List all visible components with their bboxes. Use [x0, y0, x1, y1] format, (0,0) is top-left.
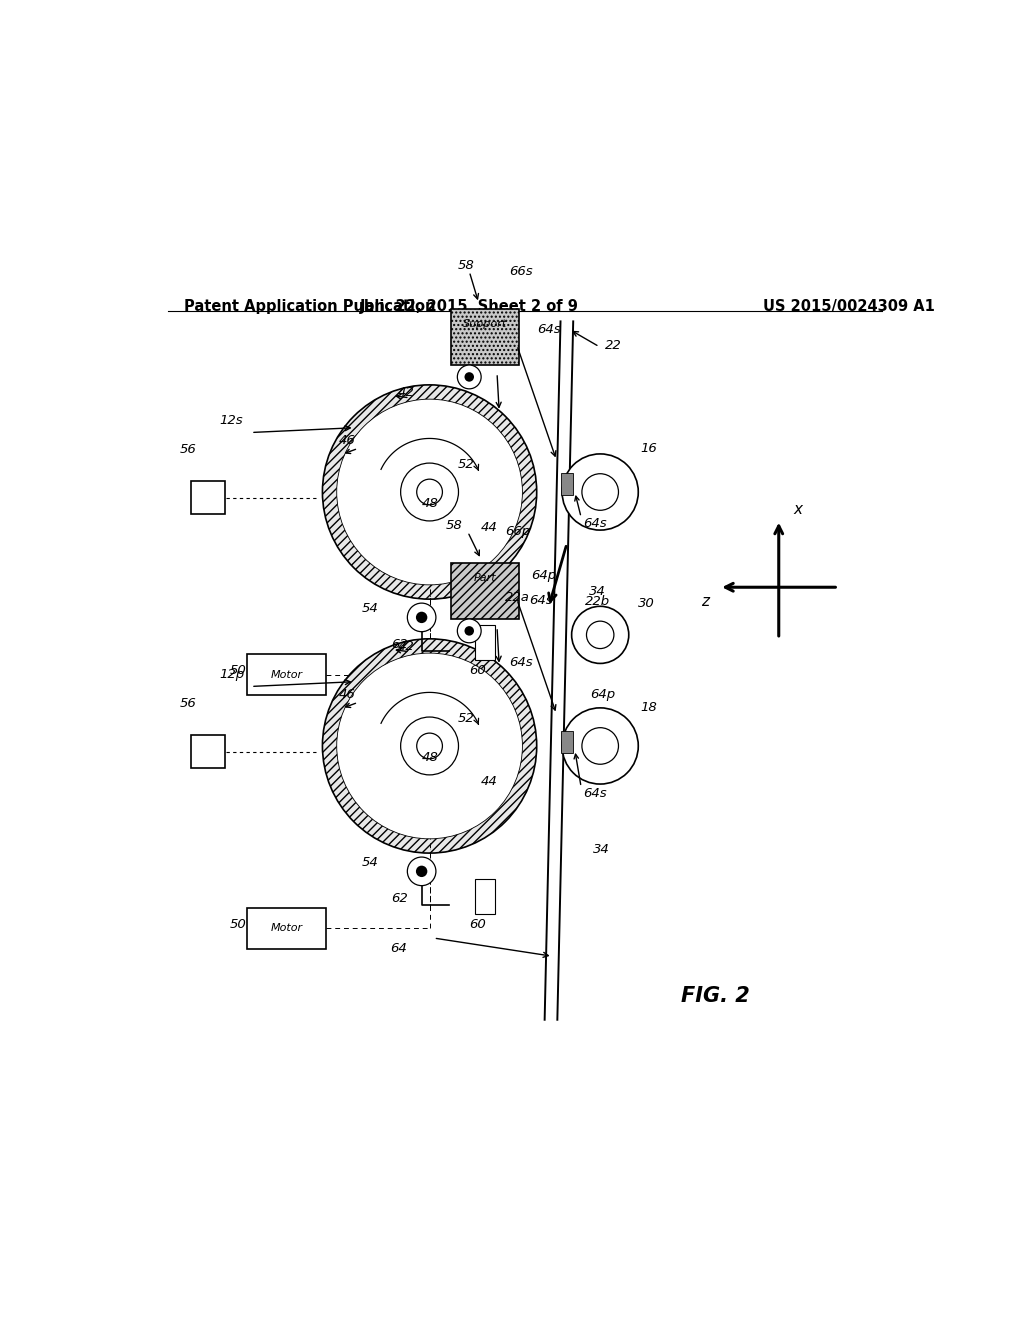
- Text: 64s: 64s: [509, 656, 532, 669]
- Text: 54: 54: [362, 602, 379, 615]
- Text: 66s: 66s: [509, 265, 532, 279]
- Circle shape: [465, 626, 474, 636]
- Text: 42: 42: [397, 640, 415, 652]
- Text: 30: 30: [638, 597, 654, 610]
- Circle shape: [337, 653, 522, 838]
- Text: 64s: 64s: [583, 787, 606, 800]
- Text: 34: 34: [593, 842, 610, 855]
- Text: 46: 46: [338, 688, 355, 701]
- Circle shape: [408, 857, 436, 886]
- Bar: [560, 731, 573, 754]
- Text: Motor: Motor: [270, 924, 303, 933]
- Text: 22a: 22a: [505, 591, 529, 605]
- Text: 16: 16: [640, 442, 656, 455]
- Text: 44: 44: [481, 521, 498, 535]
- Circle shape: [417, 733, 442, 759]
- Text: 22b: 22b: [585, 595, 610, 609]
- Text: FIG. 2: FIG. 2: [681, 986, 750, 1006]
- Text: Part: Part: [474, 573, 497, 583]
- Text: 48: 48: [422, 498, 438, 511]
- Bar: [475, 879, 496, 915]
- Text: 64s: 64s: [528, 594, 552, 607]
- Text: 50: 50: [229, 917, 247, 931]
- Text: 42: 42: [397, 385, 415, 399]
- Bar: [452, 564, 519, 619]
- Text: Motor: Motor: [270, 669, 303, 680]
- Bar: [191, 480, 225, 515]
- Text: 54: 54: [362, 857, 379, 869]
- Text: Patent Application Publication: Patent Application Publication: [183, 300, 435, 314]
- Text: 34: 34: [589, 585, 606, 598]
- Circle shape: [562, 454, 638, 531]
- Text: 58: 58: [445, 519, 462, 532]
- Text: Support: Support: [463, 319, 507, 329]
- Text: 60: 60: [469, 917, 486, 931]
- Circle shape: [587, 622, 614, 648]
- Text: 62: 62: [391, 892, 409, 904]
- Bar: [247, 653, 327, 696]
- Circle shape: [416, 611, 427, 623]
- Circle shape: [417, 479, 442, 504]
- Bar: [191, 735, 225, 768]
- Circle shape: [571, 606, 629, 664]
- Circle shape: [323, 385, 537, 599]
- Text: 64s: 64s: [537, 323, 560, 335]
- Text: 44: 44: [481, 775, 498, 788]
- Circle shape: [400, 717, 459, 775]
- Text: 58: 58: [458, 259, 474, 272]
- Text: 64p: 64p: [591, 688, 615, 701]
- Circle shape: [458, 366, 481, 389]
- Text: 64s: 64s: [583, 517, 606, 531]
- Circle shape: [323, 639, 537, 853]
- Text: Jan. 22, 2015  Sheet 2 of 9: Jan. 22, 2015 Sheet 2 of 9: [359, 300, 579, 314]
- Text: 50: 50: [229, 664, 247, 677]
- Text: 62: 62: [391, 638, 409, 651]
- Circle shape: [582, 727, 618, 764]
- Circle shape: [458, 619, 481, 643]
- Text: 18: 18: [640, 701, 656, 714]
- Bar: [475, 626, 496, 660]
- Circle shape: [337, 399, 522, 585]
- Circle shape: [582, 474, 618, 511]
- Text: 66p: 66p: [505, 525, 530, 539]
- Bar: [452, 309, 519, 366]
- Text: 56: 56: [179, 444, 197, 457]
- Bar: [560, 473, 573, 495]
- Circle shape: [400, 463, 459, 521]
- Text: 60: 60: [469, 664, 486, 677]
- Text: 22: 22: [605, 339, 622, 351]
- Text: x: x: [793, 502, 802, 517]
- Text: 48: 48: [422, 751, 438, 764]
- Text: 56: 56: [179, 697, 197, 710]
- Text: 52: 52: [458, 711, 474, 725]
- Circle shape: [416, 866, 427, 876]
- Text: 52: 52: [458, 458, 474, 471]
- Text: 64p: 64p: [531, 569, 556, 582]
- Text: 64: 64: [390, 942, 407, 954]
- Circle shape: [562, 708, 638, 784]
- Text: US 2015/0024309 A1: US 2015/0024309 A1: [763, 300, 935, 314]
- Text: 12s: 12s: [219, 414, 243, 428]
- Text: 12p: 12p: [219, 668, 245, 681]
- Bar: [247, 908, 327, 949]
- Text: z: z: [701, 594, 709, 609]
- Circle shape: [408, 603, 436, 632]
- Text: 46: 46: [338, 434, 355, 447]
- Circle shape: [465, 372, 474, 381]
